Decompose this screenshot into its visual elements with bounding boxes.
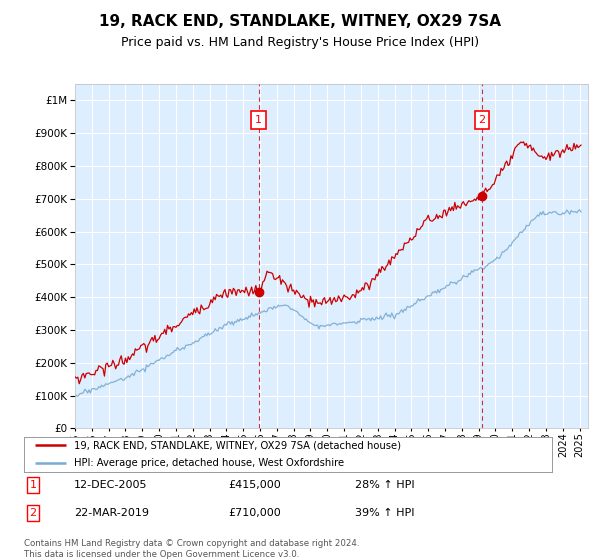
- Text: 39% ↑ HPI: 39% ↑ HPI: [355, 508, 415, 518]
- Text: Contains HM Land Registry data © Crown copyright and database right 2024.
This d: Contains HM Land Registry data © Crown c…: [24, 539, 359, 559]
- Text: HPI: Average price, detached house, West Oxfordshire: HPI: Average price, detached house, West…: [74, 458, 344, 468]
- Text: Price paid vs. HM Land Registry's House Price Index (HPI): Price paid vs. HM Land Registry's House …: [121, 36, 479, 49]
- Text: 22-MAR-2019: 22-MAR-2019: [74, 508, 149, 518]
- Text: 2: 2: [29, 508, 37, 518]
- Text: 2: 2: [478, 115, 485, 125]
- Text: 19, RACK END, STANDLAKE, WITNEY, OX29 7SA: 19, RACK END, STANDLAKE, WITNEY, OX29 7S…: [99, 14, 501, 29]
- Text: 19, RACK END, STANDLAKE, WITNEY, OX29 7SA (detached house): 19, RACK END, STANDLAKE, WITNEY, OX29 7S…: [74, 441, 401, 450]
- Text: £710,000: £710,000: [228, 508, 281, 518]
- Text: 12-DEC-2005: 12-DEC-2005: [74, 480, 147, 490]
- Text: 1: 1: [255, 115, 262, 125]
- Text: 1: 1: [29, 480, 37, 490]
- Text: 28% ↑ HPI: 28% ↑ HPI: [355, 480, 415, 490]
- Text: £415,000: £415,000: [228, 480, 281, 490]
